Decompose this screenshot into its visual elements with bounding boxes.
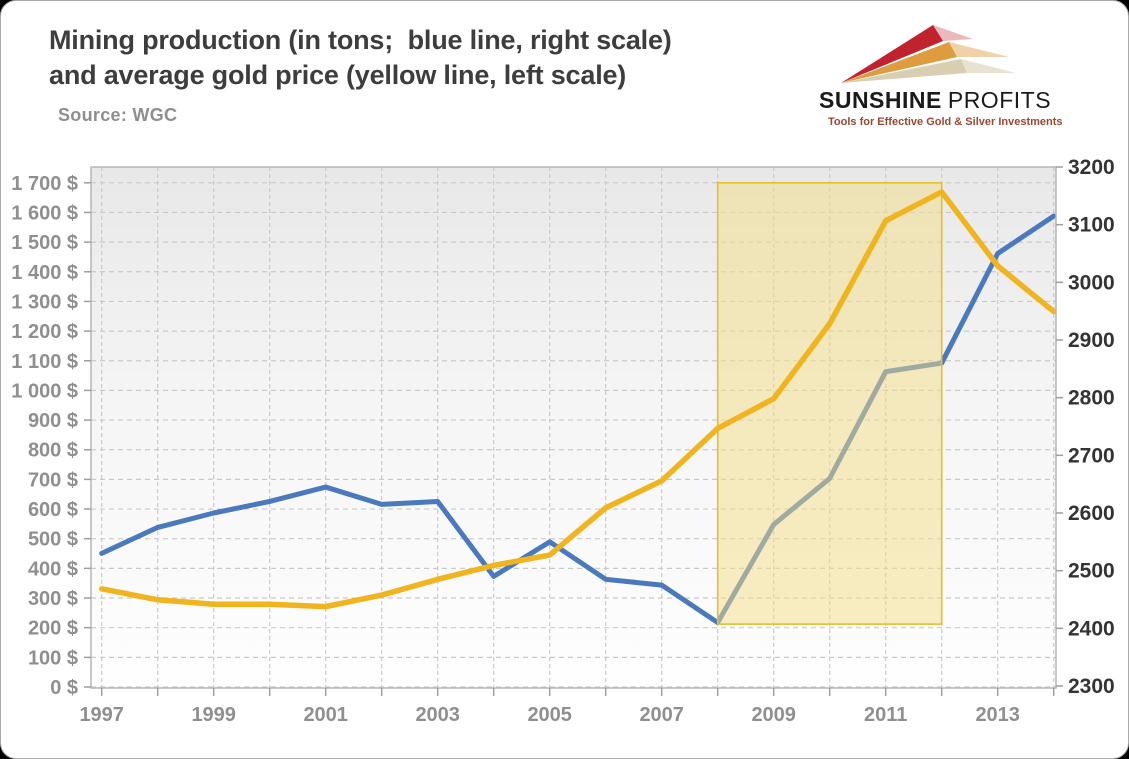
right-axis-label: 3000 [1068,271,1115,294]
right-axis-label: 2800 [1068,387,1115,410]
x-axis-label: 1999 [191,704,236,726]
x-axis-label: 2001 [303,704,348,726]
left-axis-label: 600 $ [28,499,78,521]
left-axis-label: 800 $ [28,440,78,462]
x-axis-label: 2003 [415,704,460,726]
left-axis-label: 1 500 $ [11,232,78,254]
source-label: Source: WGC [58,105,178,125]
right-axis-label: 2300 [1068,675,1115,698]
left-axis-label: 200 $ [28,618,78,640]
logo-tagline: Tools for Effective Gold & Silver Invest… [828,116,1063,128]
left-axis-label: 1 000 $ [11,380,78,402]
left-axis-labels: 0 $ 100 $ 200 $ 300 $ 400 $ 500 $ 600 $ 700 $ 80… [11,173,78,699]
chart-title-line-1: Mining production (in tons; blue line, r… [49,25,672,55]
right-axis-label: 2500 [1068,560,1115,583]
right-axis-label: 2700 [1068,444,1115,467]
left-axis-label: 100 $ [28,647,78,669]
left-axis-label: 0 $ [50,677,78,699]
left-axis-label: 300 $ [28,588,78,610]
logo: SUNSHINE PROFITS Tools for Effective Gold… [801,11,1111,141]
logo-arrows-icon [841,25,1016,83]
x-axis-label: 2011 [864,704,907,726]
left-axis-label: 1 400 $ [11,262,78,284]
plot-border [90,166,1057,689]
right-axis-label: 2900 [1068,329,1115,352]
left-axis-label: 400 $ [28,558,78,580]
right-axis-label: 2600 [1068,502,1115,525]
left-axis-label: 1 200 $ [11,321,78,343]
chart-title-line-2: and average gold price (yellow line, lef… [49,60,627,90]
x-axis-label: 2005 [527,704,572,726]
highlight-region [716,181,943,625]
right-axis-label: 3200 [1068,156,1115,179]
right-axis-label: 3100 [1068,214,1115,237]
left-axis-label: 500 $ [28,529,78,551]
left-axis-label: 900 $ [28,410,78,432]
chart-title: Mining production (in tons; blue line, r… [49,23,672,93]
left-axis-label: 1 600 $ [11,202,78,224]
x-axis-label: 2009 [751,704,796,726]
logo-brand: SUNSHINE PROFITS [819,87,1051,114]
x-axis-label: 2013 [975,704,1020,726]
left-axis-label: 1 700 $ [11,173,78,195]
axis-ticks [84,166,1063,696]
right-axis-labels: 2300 2400 2500 2600 2700 2800 2900 3000 3100 3200 [1068,156,1115,698]
left-axis-label: 1 300 $ [11,291,78,313]
left-axis-label: 1 100 $ [11,351,78,373]
x-axis-labels: 1997 1999 2001 2003 2005 2007 2009 2011 2013 [79,704,1020,726]
logo-brand-light: PROFITS [947,87,1052,113]
x-axis-label: 2007 [639,704,684,726]
gold-price-line [98,189,1057,610]
left-axis-label: 700 $ [28,469,78,491]
logo-brand-bold: SUNSHINE [819,87,942,113]
right-axis-label: 2400 [1068,617,1115,640]
x-axis-label: 1997 [79,704,124,726]
